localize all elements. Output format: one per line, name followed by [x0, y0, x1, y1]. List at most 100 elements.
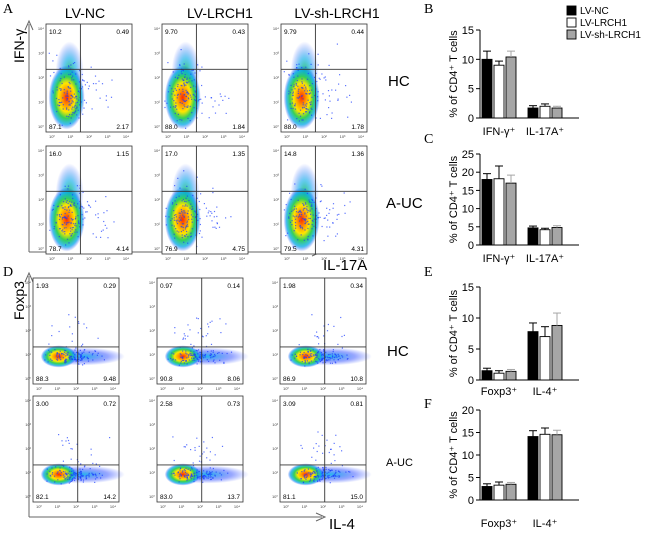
- event-dot: [291, 354, 293, 356]
- event-dot: [212, 226, 214, 228]
- event-dot: [66, 359, 68, 361]
- y-tick-label: 10¹: [272, 470, 278, 475]
- event-dot: [187, 356, 190, 358]
- event-dot: [73, 112, 76, 114]
- event-dot: [178, 212, 180, 214]
- y-tick-label: 10¹: [38, 222, 44, 227]
- event-dot: [82, 468, 84, 470]
- y-tick-label: 10³: [149, 422, 155, 427]
- event-dot: [303, 476, 306, 478]
- event-dot: [56, 358, 58, 360]
- event-dot: [176, 221, 178, 223]
- event-dot: [309, 92, 312, 94]
- event-dot: [189, 469, 191, 471]
- event-dot: [80, 471, 82, 473]
- event-dot: [309, 356, 311, 358]
- event-dot: [68, 357, 71, 359]
- event-dot: [199, 357, 201, 359]
- event-dot: [68, 87, 70, 89]
- event-dot: [68, 356, 70, 358]
- event-dot: [185, 127, 187, 129]
- event-dot: [306, 209, 308, 211]
- event-dot: [334, 472, 337, 474]
- y-tick-label: 10¹: [38, 100, 44, 105]
- y-tick-label: 10²: [149, 446, 155, 451]
- quadrant-upper-left-value: 1.98: [283, 283, 296, 290]
- x-tick-label: 10¹: [55, 504, 61, 509]
- y-tick-label: 10¹: [154, 100, 160, 105]
- event-dot: [49, 229, 51, 231]
- event-dot: [193, 478, 195, 480]
- event-dot: [68, 470, 71, 473]
- event-dot: [80, 355, 82, 357]
- bar-lv-nc-second: [527, 107, 539, 119]
- event-dot: [202, 481, 204, 483]
- event-dot: [185, 201, 187, 203]
- event-dot: [60, 359, 62, 361]
- event-dot: [309, 473, 311, 475]
- event-dot: [184, 226, 187, 228]
- event-dot: [76, 114, 78, 116]
- event-dot: [309, 209, 311, 211]
- y-tick-label: 10³: [38, 51, 44, 56]
- y-tick-label: 10¹: [154, 222, 160, 227]
- event-dot: [74, 472, 77, 474]
- event-dot: [334, 353, 336, 355]
- event-dot: [82, 357, 84, 359]
- event-dot: [76, 185, 78, 187]
- y-tick-label: 10¹: [149, 352, 155, 357]
- event-dot: [183, 170, 185, 172]
- event-dot: [307, 468, 309, 470]
- event-dot: [186, 205, 188, 207]
- event-dot: [209, 354, 211, 357]
- quadrant-upper-left-value: 1.93: [36, 283, 49, 290]
- event-dot: [182, 223, 185, 225]
- quadrant-upper-left-value: 9.79: [284, 29, 297, 36]
- event-dot: [66, 108, 68, 110]
- event-dot: [317, 217, 319, 219]
- event-dot: [301, 214, 303, 216]
- event-dot: [66, 354, 68, 356]
- flow-plot-frame: [156, 277, 244, 385]
- event-dot: [333, 474, 335, 476]
- event-dot: [71, 201, 73, 203]
- event-dot: [181, 471, 184, 473]
- y-tick-label: 10²: [272, 446, 278, 451]
- event-dot: [174, 76, 176, 78]
- event-dot: [216, 206, 218, 208]
- event-dot: [210, 354, 213, 356]
- event-dot: [308, 112, 311, 114]
- y-axis-title: % of CD4⁺ T cells: [448, 30, 460, 118]
- event-dot: [97, 213, 99, 215]
- event-dot: [190, 355, 192, 357]
- event-dot: [288, 90, 290, 92]
- event-dot: [180, 360, 182, 362]
- event-dot: [181, 226, 183, 228]
- event-dot: [85, 102, 87, 104]
- event-dot: [182, 205, 184, 207]
- event-dot: [301, 226, 303, 228]
- event-dot: [218, 226, 221, 228]
- event-dot: [204, 96, 206, 98]
- event-dot: [188, 199, 190, 202]
- event-dot: [58, 236, 60, 238]
- event-dot: [303, 204, 305, 207]
- quadrant-lower-left-value: 88.0: [165, 124, 178, 131]
- quadrant-upper-left-value: 9.70: [165, 29, 178, 36]
- event-dot: [84, 217, 86, 219]
- event-dot: [74, 111, 76, 113]
- event-dot: [65, 223, 67, 226]
- event-dot: [196, 474, 198, 476]
- event-dot: [331, 355, 334, 357]
- event-dot: [208, 472, 210, 475]
- event-dot: [45, 354, 47, 356]
- event-dot: [59, 467, 61, 469]
- y-tick-label: 10⁰: [272, 376, 278, 381]
- event-dot: [62, 470, 65, 473]
- event-dot: [314, 472, 316, 474]
- event-dot: [100, 477, 102, 479]
- event-dot: [187, 242, 189, 244]
- event-dot: [174, 332, 176, 334]
- event-dot: [327, 476, 329, 478]
- event-dot: [211, 436, 213, 439]
